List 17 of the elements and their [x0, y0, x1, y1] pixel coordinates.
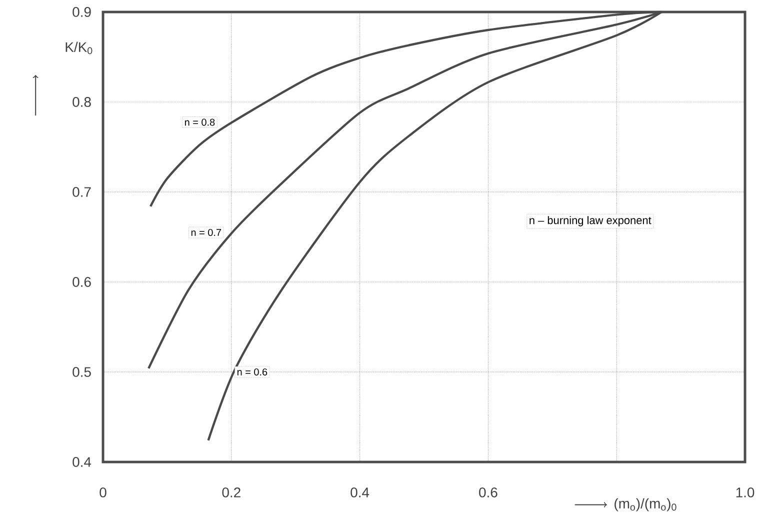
- series-label: n = 0.7: [191, 228, 222, 236]
- annotation: n – burning law exponent: [530, 216, 652, 226]
- y-tick-label: 0.7: [72, 187, 91, 197]
- y-tick-label: 0.8: [72, 97, 91, 107]
- x-tick-label: 0.6: [479, 487, 498, 498]
- x-tick-label: 0: [100, 487, 106, 498]
- series-label: n = 0.8: [185, 118, 215, 126]
- y-tick-label: 0.9: [72, 7, 91, 17]
- y-tick-label: 0.5: [72, 367, 91, 377]
- x-axis-title: (m$_{o}$)/(m$_{o}$)$_{0}$: [614, 498, 676, 512]
- x-tick-label: 0.2: [222, 487, 240, 498]
- y-axis-title: K/K$_{0}$: [66, 42, 92, 54]
- x-tick-label: 0.4: [350, 487, 370, 498]
- x-tick-label: 1.0: [736, 487, 754, 498]
- series-label: n = 0.6: [237, 368, 268, 376]
- y-tick-label: 0.4: [72, 457, 92, 467]
- y-tick-label: 0.6: [72, 277, 91, 287]
